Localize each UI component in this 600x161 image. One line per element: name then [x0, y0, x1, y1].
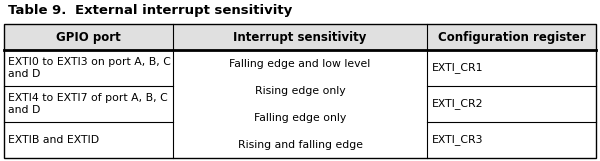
Text: External interrupt sensitivity: External interrupt sensitivity: [75, 4, 292, 17]
Text: Interrupt sensitivity: Interrupt sensitivity: [233, 30, 367, 43]
Text: EXTIB and EXTID: EXTIB and EXTID: [8, 135, 99, 145]
Text: EXTI4 to EXTI7 of port A, B, C
and D: EXTI4 to EXTI7 of port A, B, C and D: [8, 93, 168, 115]
Text: Falling edge only: Falling edge only: [254, 113, 346, 123]
Text: Table 9.: Table 9.: [8, 4, 67, 17]
Bar: [4, 24, 596, 158]
Bar: [4, 24, 596, 50]
Text: Rising edge only: Rising edge only: [254, 85, 346, 95]
Text: EXTI_CR1: EXTI_CR1: [432, 62, 484, 73]
Text: Falling edge and low level: Falling edge and low level: [229, 58, 371, 68]
Text: EXTI_CR3: EXTI_CR3: [432, 135, 484, 145]
Text: GPIO port: GPIO port: [56, 30, 121, 43]
Bar: [4, 50, 596, 158]
Text: EXTI0 to EXTI3 on port A, B, C
and D: EXTI0 to EXTI3 on port A, B, C and D: [8, 57, 171, 79]
Text: Rising and falling edge: Rising and falling edge: [238, 139, 362, 150]
Text: Configuration register: Configuration register: [438, 30, 586, 43]
Text: EXTI_CR2: EXTI_CR2: [432, 99, 484, 109]
